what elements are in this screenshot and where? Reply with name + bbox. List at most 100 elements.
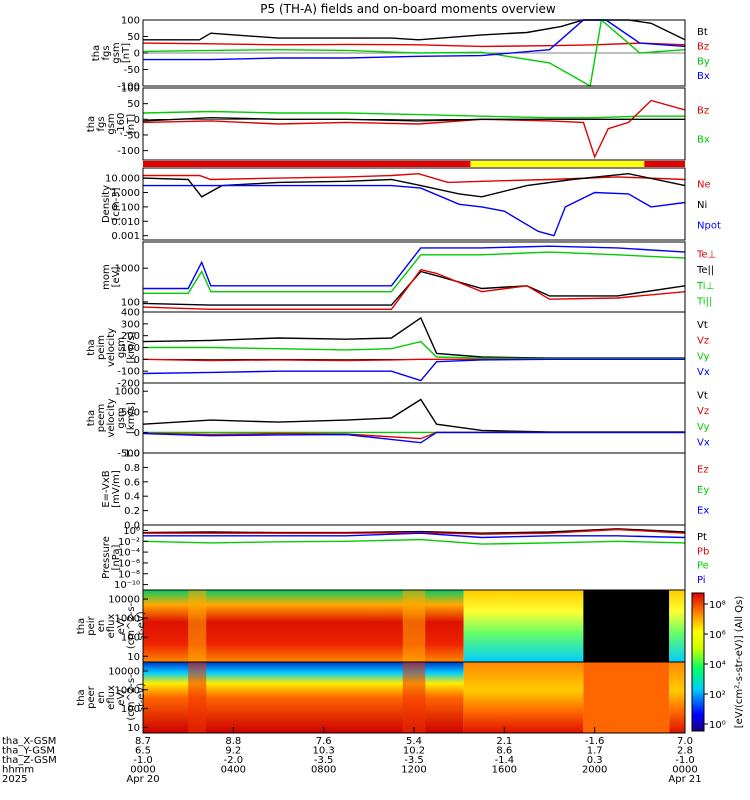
orbit-value: 8.8 [225,736,241,747]
y-tick-label: 10000 [108,666,140,677]
y-axis-label: eV/ [116,617,127,634]
legend-electron-velocity-Vt: Vt [697,391,708,402]
legend-temperature-Ti||: Ti|| [696,296,712,307]
series-pressure-Pi [143,532,686,539]
y-tick-label: 0.010 [111,217,140,228]
orbit-value: 9.2 [225,746,241,757]
series-temperature-Te|| [142,270,686,306]
y-tick-label: 100 [121,16,140,27]
y-tick-label: 300 [121,319,140,330]
legend-efield-Ez: Ez [697,464,709,475]
panel-frame [142,241,686,313]
y-axis-label: tha [76,618,87,634]
series-temperature-Ti⊥ [143,245,686,290]
y-tick-label: 0.8 [124,463,140,474]
orbit-value: 1.7 [587,746,603,757]
y-axis-label: fgs [101,45,112,60]
legend-ion-velocity-Vy: Vy [697,351,710,362]
legend-density-Npot: Npot [697,221,721,232]
legend-electron-velocity-Vz: Vz [697,406,709,417]
y-tick-label: 1000 [115,264,140,275]
legend-ion-velocity-Vz: Vz [697,336,709,347]
y-tick-label: 0.001 [111,231,140,242]
colorbar-tick-label: 10⁰ [709,720,726,731]
y-axis-label: gsm [111,42,122,63]
series-fgs-gsm-Bt [142,116,685,122]
spectrogram-end [669,662,685,733]
orbit-row-label: tha_Z-GSM [2,755,57,766]
legend-pressure-Pi: Pi [697,575,706,586]
y-tick-label: 0 [134,355,140,366]
y-axis-label: fgs [96,116,107,131]
orbit-value: 2.8 [677,746,693,757]
orbit-row-label: tha_Y-GSM [2,746,55,757]
series-electron-velocity-Vt [142,398,685,433]
y-tick-label: 100 [121,84,140,95]
orbit-value: 0800 [311,765,336,776]
legend-ion-velocity-Vt: Vt [697,320,708,331]
y-tick-label: -100 [117,146,140,157]
series-density-Npot [143,184,686,237]
y-tick-label: 200 [121,331,140,342]
series-ion-velocity-Vx [142,358,685,382]
series-density-Ni [142,172,686,198]
y-axis-label: tha [91,45,102,61]
y-axis-label: velocity [106,328,117,367]
spectrogram-gap [583,662,670,733]
y-axis-label: sr-eV) [136,683,147,712]
spectrogram-late [463,590,584,662]
y-axis-label: mom [101,264,112,290]
y-tick-label: 10 [127,652,140,663]
legend-fgs-gsm-Bx: Bx [697,134,710,145]
y-axis-label: [km/s] [126,402,137,434]
legend-ion-velocity-Vx: Vx [697,367,710,378]
y-axis-label: [nT] [121,43,132,63]
y-axis-label: peer [86,685,97,709]
series-ion-velocity-Vy [143,340,685,360]
y-tick-label: 0 [134,428,140,439]
y-axis-label: (cm^2-s- [126,602,137,649]
y-tick-label: 10⁻¹⁰ [114,580,140,591]
y-axis-label: velocity [106,398,117,437]
chart-title: P5 (TH-A) fields and on-board moments ov… [260,2,556,16]
series-temperature-Ti|| [143,251,686,294]
y-tick-label: 1000 [115,614,140,625]
series-pressure-Pt [142,528,686,534]
y-axis-label: tha [86,339,97,355]
legend-electron-velocity-Vx: Vx [697,437,710,448]
y-tick-label: 100 [121,704,140,715]
orbit-value: 0.3 [587,755,603,766]
y-tick-label: 100 [121,297,140,308]
legend-fgs-gse-Bx: Bx [697,71,710,82]
y-tick-label: 0 [134,49,140,60]
colorbar-tick-label: 10⁸ [709,600,726,611]
panel-density: 10.000 1.000 0.100 0.010 0.001 Density [cm-3] N… [101,167,721,242]
y-axis-label: [eV] [111,267,122,288]
legend-efield-Ex: Ex [697,506,709,517]
series-fgs-gse-By [142,18,686,88]
panel-fgs-gse: 100 50 0 -50 -100 tha fgs gsm [nT] Bt Bz By Bx [91,16,710,93]
series-ion-velocity-Vt [142,316,685,359]
y-tick-label: -200 [117,379,140,390]
orbit-value: -1.0 [675,755,695,766]
y-tick-label: 0.100 [111,202,140,213]
y-axis-label: Pressure [101,536,112,579]
panel-fgs-gsm: 100 50 0 -50 -100 tha fgs gsm -160 [nT] Bz Bx [86,84,710,161]
orbit-value: 7.6 [316,736,332,747]
legend-density-Ni: Ni [697,200,707,211]
y-axis-label: (cm^2-s- [126,674,137,721]
panel-frame [142,524,686,591]
orbit-value: 10.3 [313,746,335,757]
y-axis-label: sr-eV) [136,611,147,640]
series-fgs-gsm-Bx [142,110,685,119]
series-fgs-gse-Bt [143,19,686,41]
y-tick-label: 1.0 [124,449,140,460]
y-axis-label: [nT] [126,114,137,134]
y-axis-label: eflux [106,614,117,639]
orbit-value: 8.7 [135,736,151,747]
orbit-value: 0000 [672,765,697,776]
panel-frame [142,452,686,526]
orbit-value: Apr 21 [668,774,701,785]
